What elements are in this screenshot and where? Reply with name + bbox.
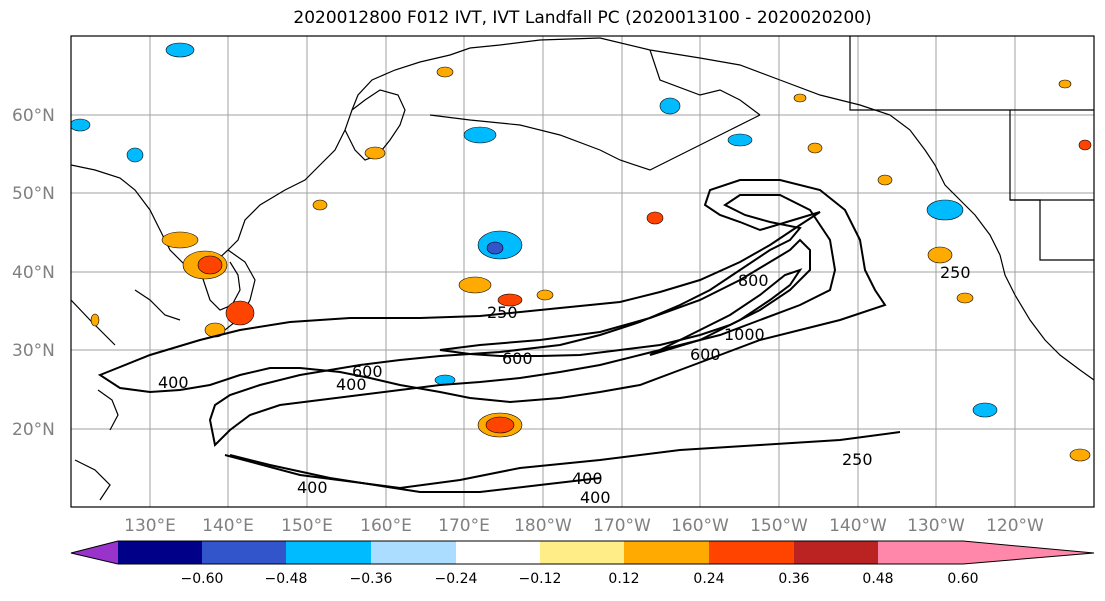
colorbar-tick-label: 0.36 <box>778 571 809 587</box>
lat-label: 30°N <box>12 341 55 361</box>
colorbar-swatch <box>794 541 878 564</box>
lat-label: 20°N <box>12 420 55 440</box>
pc-shading <box>71 42 1092 462</box>
colorbar-swatch <box>456 541 540 564</box>
lon-label: 170°W <box>593 516 651 536</box>
lon-label: 160°E <box>360 516 412 536</box>
colorbar-tick-label: −0.60 <box>181 571 224 587</box>
colorbar-tick-label: −0.24 <box>435 571 478 587</box>
lon-label: 170°E <box>438 516 490 536</box>
colorbar-high-extend <box>963 541 1094 564</box>
colorbar-swatch <box>118 541 202 564</box>
contour-label: 250 <box>842 450 873 469</box>
colorbar-tick-label: −0.36 <box>350 571 393 587</box>
contour-label: 600 <box>352 362 383 381</box>
lat-label: 40°N <box>12 263 55 283</box>
contour-label: 400 <box>297 478 328 497</box>
lat-label: 60°N <box>12 106 55 126</box>
colorbar-swatch <box>540 541 624 564</box>
contour-label: 800 <box>738 271 769 290</box>
colorbar-swatch <box>202 541 286 564</box>
colorbar: −0.60 −0.48 −0.36 −0.24 −0.12 0.12 0.24 … <box>70 540 1095 587</box>
contour-label: 600 <box>502 349 533 368</box>
colorbar-tick-label: 0.48 <box>862 571 893 587</box>
colorbar-swatch <box>709 541 794 564</box>
colorbar-swatch <box>371 541 456 564</box>
lon-label: 180°W <box>514 516 572 536</box>
contour-label: 600 <box>690 345 721 364</box>
lon-label: 160°W <box>671 516 729 536</box>
contour-label: 400 <box>580 488 611 507</box>
lon-label: 130°W <box>907 516 965 536</box>
gridlines <box>71 36 1094 507</box>
colorbar-tick-label: 0.24 <box>693 571 724 587</box>
colorbar-tick-label: −0.48 <box>265 571 308 587</box>
lon-label: 150°E <box>281 516 333 536</box>
map-frame <box>70 35 1095 508</box>
colorbar-swatch <box>624 541 709 564</box>
lat-label: 50°N <box>12 184 55 204</box>
colorbar-tick-label: −0.12 <box>519 571 562 587</box>
latitude-labels: 60°N 50°N 40°N 30°N 20°N <box>12 106 55 440</box>
contour-label: 400 <box>336 375 367 394</box>
colorbar-outline <box>70 540 1095 565</box>
lon-label: 140°E <box>202 516 254 536</box>
colorbar-tick-label: 0.60 <box>947 571 978 587</box>
contour-label: 250 <box>487 303 518 322</box>
longitude-labels: 130°E 140°E 150°E 160°E 170°E 180°W 170°… <box>124 516 1044 536</box>
lon-label: 130°E <box>124 516 176 536</box>
contour-labels: 250 250 250 400 400 400 400 400 600 600 … <box>158 263 971 507</box>
colorbar-swatch <box>878 541 963 564</box>
colorbar-tick-label: 0.12 <box>608 571 639 587</box>
colorbar-swatch <box>286 541 371 564</box>
ivt-contours <box>97 179 901 493</box>
contour-label: 250 <box>940 263 971 282</box>
colorbar-low-extend <box>71 541 118 564</box>
lon-label: 120°W <box>986 516 1044 536</box>
figure-title: 2020012800 F012 IVT, IVT Landfall PC (20… <box>293 8 872 28</box>
contour-label: 1000 <box>724 325 765 344</box>
contour-label: 400 <box>158 373 189 392</box>
contour-label: 400 <box>572 469 603 488</box>
lon-label: 140°W <box>829 516 887 536</box>
coastlines <box>71 36 1094 501</box>
lon-label: 150°W <box>750 516 808 536</box>
